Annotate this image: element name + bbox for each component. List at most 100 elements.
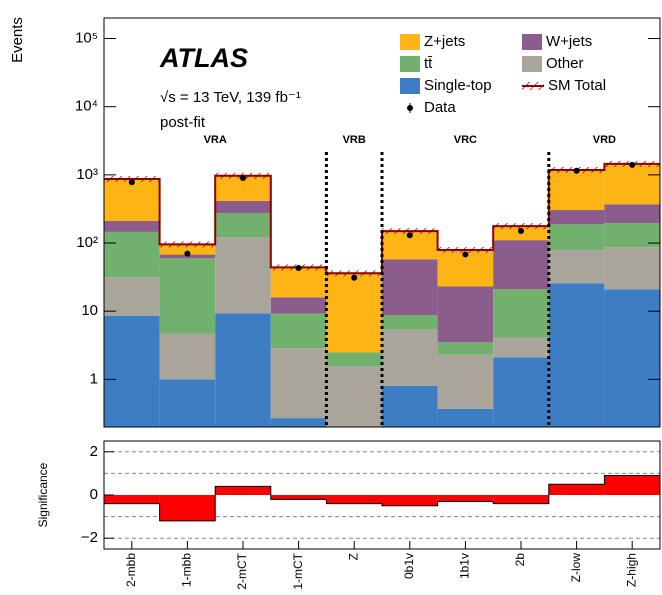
legend-label: Single-top bbox=[424, 77, 492, 94]
bar-segment bbox=[548, 210, 605, 225]
bar-segment bbox=[270, 313, 327, 349]
bar-segment bbox=[270, 418, 327, 427]
bar-segment bbox=[382, 385, 438, 427]
bar-segment bbox=[215, 200, 271, 214]
bar-segment bbox=[104, 231, 160, 278]
legend-swatch bbox=[400, 34, 420, 50]
region-label: VRD bbox=[593, 134, 616, 146]
bar-segment bbox=[604, 223, 660, 248]
bar-segment bbox=[437, 342, 494, 355]
bar-segment bbox=[159, 379, 216, 427]
legend-label: W+jets bbox=[546, 33, 592, 50]
sig-bar bbox=[104, 495, 160, 504]
bar-segment bbox=[604, 247, 660, 290]
x-tick-label: Z-low bbox=[569, 553, 583, 583]
data-point bbox=[518, 228, 524, 235]
data-point bbox=[128, 179, 135, 186]
sig-bar bbox=[215, 486, 271, 495]
bar-segment bbox=[548, 169, 605, 211]
region-label: VRB bbox=[343, 134, 366, 146]
y-axis-label: Events bbox=[9, 17, 26, 63]
sig-axis-label: Significance bbox=[36, 462, 50, 527]
legend-label: Other bbox=[546, 55, 584, 72]
bar-segment bbox=[382, 259, 438, 316]
x-tick-label: 1-mbb bbox=[180, 553, 194, 587]
sig-y-tick-label: −2 bbox=[81, 529, 98, 546]
bar-segment bbox=[159, 244, 216, 255]
region-label: VRC bbox=[454, 134, 477, 146]
legend-swatch bbox=[522, 56, 542, 72]
data-point bbox=[295, 265, 302, 272]
sig-y-tick-label: 0 bbox=[90, 486, 98, 503]
data-point bbox=[573, 167, 580, 174]
sig-bar bbox=[270, 495, 327, 500]
bar-segment bbox=[437, 286, 494, 343]
bar-segment bbox=[159, 258, 216, 334]
legend-label: Data bbox=[424, 99, 456, 116]
x-tick-label: 2-mCT bbox=[235, 552, 249, 589]
legend-label: SM Total bbox=[548, 77, 606, 94]
data-point bbox=[629, 161, 636, 168]
bar-segment bbox=[270, 267, 327, 298]
y-tick-label: 10³ bbox=[76, 166, 98, 183]
bar-segment bbox=[215, 213, 271, 238]
sig-y-tick-label: 2 bbox=[90, 443, 98, 460]
total-line bbox=[104, 162, 660, 275]
x-tick-label: 1b1v bbox=[458, 553, 472, 579]
data-point bbox=[351, 274, 358, 281]
y-tick-label: 1 bbox=[90, 370, 98, 387]
data-point bbox=[240, 174, 246, 181]
bar-segment bbox=[215, 237, 271, 314]
y-tick-label: 10⁵ bbox=[75, 29, 98, 46]
legend-swatch bbox=[400, 78, 420, 94]
legend-swatch bbox=[400, 56, 420, 72]
x-tick-label: 2b bbox=[513, 553, 527, 567]
bar-segment bbox=[326, 273, 382, 353]
sig-bar bbox=[548, 484, 605, 495]
x-tick-label: 2-mbb bbox=[124, 553, 138, 587]
legend-label: Z+jets bbox=[424, 33, 465, 50]
x-tick-label: Z bbox=[346, 553, 360, 560]
y-tick-label: 10⁴ bbox=[75, 98, 98, 115]
main-frame bbox=[103, 17, 661, 428]
bar-segment bbox=[493, 289, 549, 338]
y-tick-label: 10² bbox=[76, 234, 98, 251]
bar-segment bbox=[548, 250, 605, 284]
bar-segment bbox=[326, 366, 382, 427]
bar-segment bbox=[548, 224, 605, 251]
sig-line bbox=[104, 475, 660, 522]
x-tick-label: 0b1v bbox=[402, 553, 416, 579]
sig-frame bbox=[103, 440, 661, 550]
bar-segment bbox=[604, 163, 660, 205]
bar-segment bbox=[604, 204, 660, 224]
sig-bar bbox=[493, 495, 549, 504]
sig-bar bbox=[382, 495, 438, 506]
bar-segment bbox=[604, 289, 660, 427]
legend-swatch bbox=[522, 34, 542, 50]
bar-segment bbox=[215, 313, 271, 427]
bar-segment bbox=[104, 315, 160, 427]
bar-segment bbox=[493, 240, 549, 290]
x-tick-label: 1-mCT bbox=[291, 552, 305, 589]
bar-segment bbox=[437, 354, 494, 409]
bar-segment bbox=[382, 329, 438, 386]
bar-segment bbox=[382, 315, 438, 330]
bar-segment bbox=[437, 408, 494, 427]
bar-segment bbox=[104, 178, 160, 221]
region-label: VRA bbox=[204, 134, 227, 146]
fit-label: post-fit bbox=[160, 114, 206, 131]
energy-label: √s = 13 TeV, 139 fb⁻¹ bbox=[160, 89, 301, 106]
bar-segment bbox=[270, 348, 327, 419]
data-point bbox=[406, 232, 413, 239]
y-tick-label: 10 bbox=[81, 302, 98, 319]
sig-bar bbox=[326, 495, 382, 504]
data-point bbox=[462, 251, 469, 258]
bar-segment bbox=[104, 220, 160, 232]
bar-segment bbox=[493, 337, 549, 358]
bar-segment bbox=[326, 352, 382, 367]
experiment-label: ATLAS bbox=[159, 43, 248, 73]
sig-bar bbox=[604, 475, 660, 495]
legend-label: tt̄ bbox=[424, 55, 433, 72]
x-tick-label: Z-high bbox=[624, 553, 638, 587]
bar-segment bbox=[548, 283, 605, 427]
